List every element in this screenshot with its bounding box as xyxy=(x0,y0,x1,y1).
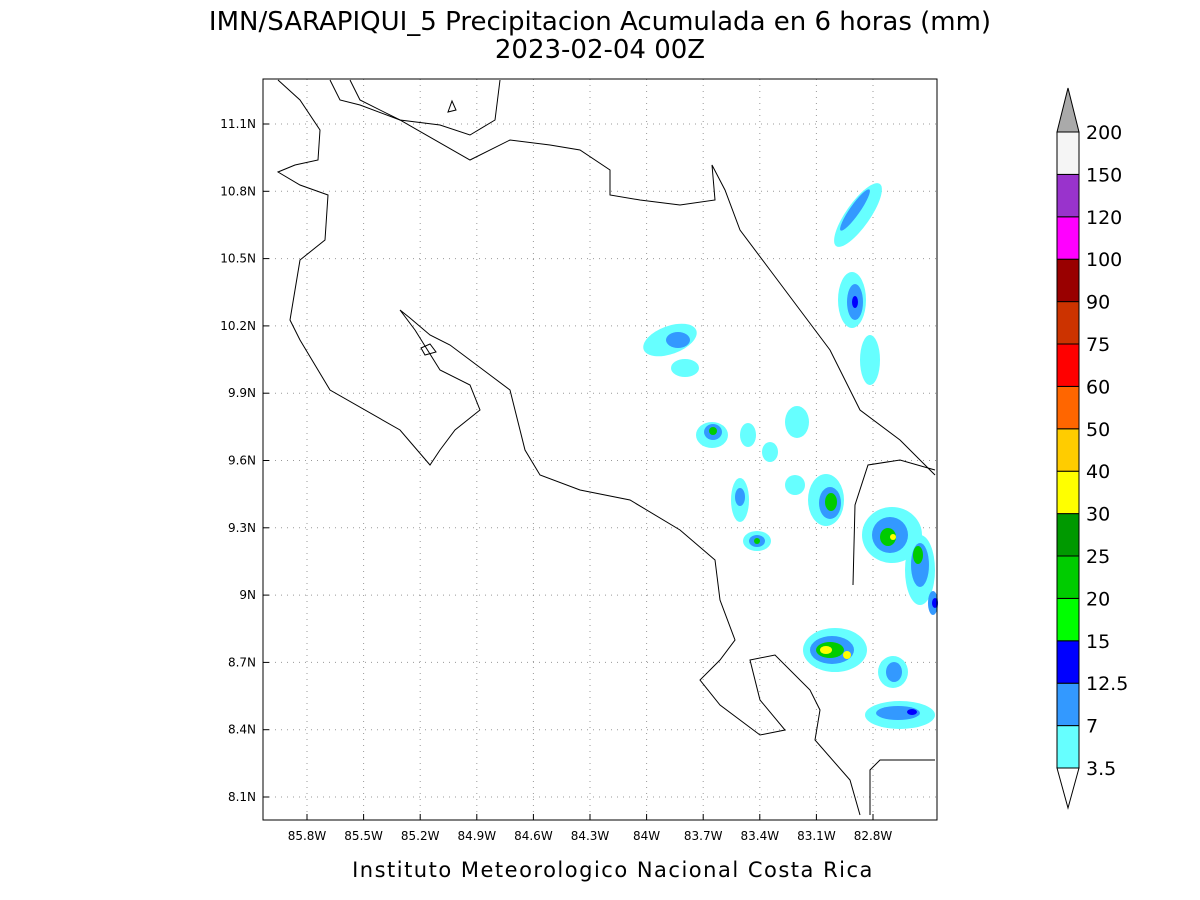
colorbar-band xyxy=(1056,555,1080,599)
colorbar-label: 150 xyxy=(1086,164,1122,186)
colorbar-band xyxy=(1056,597,1080,642)
colorbar-label: 200 xyxy=(1086,122,1122,144)
colorbar-label: 75 xyxy=(1086,334,1110,356)
colorbar-label: 7 xyxy=(1086,716,1098,738)
colorbar-over xyxy=(1056,87,1080,133)
colorbar-label: 100 xyxy=(1086,249,1122,271)
lon-label: 85.5W xyxy=(344,829,383,843)
lat-label: 10.2N xyxy=(220,319,256,333)
colorbar-label: 3.5 xyxy=(1086,758,1116,780)
colorbar-label: 20 xyxy=(1086,588,1110,610)
lat-label: 10.8N xyxy=(220,184,256,198)
lon-label: 83.1W xyxy=(797,829,836,843)
colorbar-label: 120 xyxy=(1086,207,1122,229)
title: IMN/SARAPIQUI_5 Precipitacion Acumulada … xyxy=(209,7,991,37)
lat-label: 9.9N xyxy=(228,386,256,400)
lat-label: 8.7N xyxy=(228,655,256,669)
colorbar-label: 60 xyxy=(1086,376,1110,398)
colorbar-band xyxy=(1056,343,1080,387)
colorbar-label: 25 xyxy=(1086,546,1110,568)
colorbar-band xyxy=(1056,470,1080,515)
colorbar-under xyxy=(1056,767,1080,810)
lat-label: 11.1N xyxy=(220,117,256,131)
lat-label: 8.4N xyxy=(228,723,256,737)
colorbar-band xyxy=(1056,428,1080,472)
lat-label: 9.3N xyxy=(228,521,256,535)
lon-label: 84W xyxy=(633,829,660,843)
lon-label: 85.2W xyxy=(401,829,440,843)
map-frame xyxy=(262,78,938,821)
lat-label: 8.1N xyxy=(228,790,256,804)
lon-label: 83.4W xyxy=(741,829,780,843)
lon-label: 84.3W xyxy=(571,829,610,843)
colorbar-band xyxy=(1056,640,1080,684)
colorbar-band xyxy=(1056,216,1080,260)
colorbar-band xyxy=(1056,258,1080,303)
lon-label: 84.9W xyxy=(458,829,497,843)
coastlines xyxy=(276,79,936,816)
subtitle: 2023-02-04 00Z xyxy=(495,35,705,65)
colorbar-label: 12.5 xyxy=(1086,673,1128,695)
lat-label: 9N xyxy=(239,588,256,602)
lat-label: 10.5N xyxy=(220,252,256,266)
colorbar-band xyxy=(1056,385,1080,430)
colorbar-label: 15 xyxy=(1086,631,1110,653)
colorbar-label: 30 xyxy=(1086,504,1110,526)
colorbar-band xyxy=(1056,173,1080,218)
lon-label: 82.8W xyxy=(854,829,893,843)
lat-label: 9.6N xyxy=(228,454,256,468)
colorbar-label: 50 xyxy=(1086,419,1110,441)
precipitation xyxy=(643,183,938,729)
colorbar-label: 40 xyxy=(1086,461,1110,483)
colorbar-band xyxy=(1056,513,1080,557)
colorbar-label: 90 xyxy=(1086,292,1110,314)
lon-label: 85.8W xyxy=(288,829,327,843)
lon-label: 84.6W xyxy=(514,829,553,843)
colorbar-band xyxy=(1056,725,1080,769)
colorbar-band xyxy=(1056,682,1080,727)
colorbar-band xyxy=(1056,131,1080,175)
colorbar-band xyxy=(1056,301,1080,345)
footer: Instituto Meteorologico Nacional Costa R… xyxy=(352,858,874,882)
lon-label: 83.7W xyxy=(684,829,723,843)
